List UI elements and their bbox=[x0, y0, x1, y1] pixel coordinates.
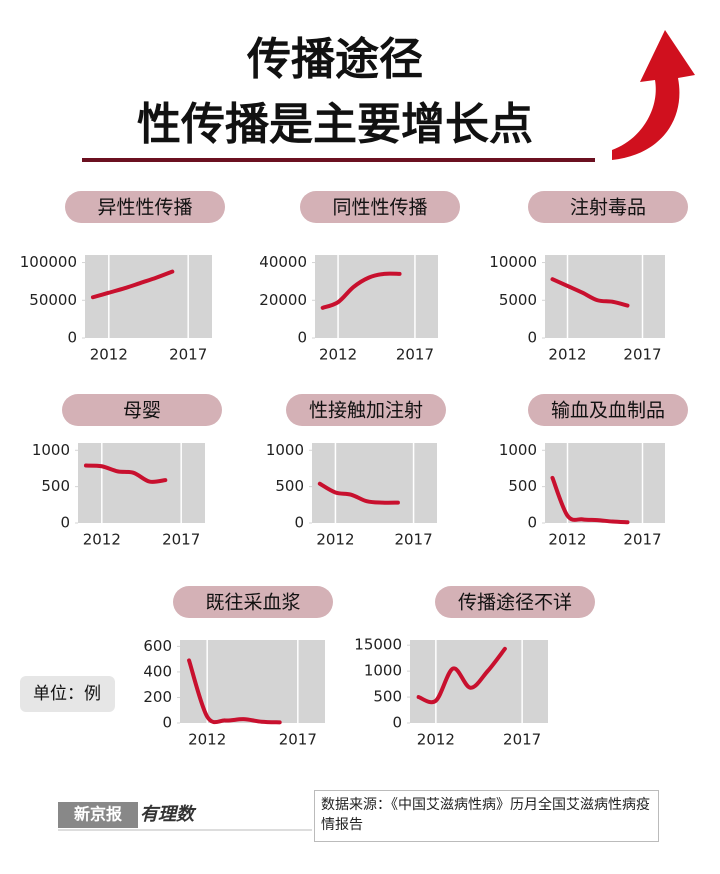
y-tick-label: 500 bbox=[41, 477, 70, 495]
data-line bbox=[550, 475, 630, 525]
x-tick-label: 2017 bbox=[623, 346, 661, 364]
plot-area bbox=[545, 255, 665, 338]
title-line2: 性传播是主要增长点 bbox=[137, 99, 533, 150]
y-tick-label: 600 bbox=[143, 637, 172, 655]
chart-title: 既往采血浆 bbox=[205, 592, 300, 614]
x-tick-label: 2017 bbox=[623, 531, 661, 549]
x-tick-label: 2012 bbox=[417, 731, 455, 749]
y-tick-label: 0 bbox=[294, 514, 304, 532]
chart-title: 同性性传播 bbox=[332, 197, 427, 219]
logo: 新京报 bbox=[74, 805, 122, 824]
y-tick-label: 200 bbox=[143, 688, 172, 706]
y-tick-label: 100000 bbox=[20, 253, 77, 271]
y-tick-label: 15000 bbox=[354, 636, 402, 654]
x-tick-label: 2012 bbox=[319, 346, 357, 364]
title-line1: 传播途径 bbox=[246, 34, 423, 85]
chart-title: 输血及血制品 bbox=[551, 400, 665, 422]
chart-title: 注射毒品 bbox=[570, 197, 646, 219]
plot-area bbox=[315, 255, 438, 338]
x-tick-label: 2017 bbox=[162, 531, 200, 549]
logo-sub: 有理数 bbox=[140, 804, 197, 825]
title-pill bbox=[173, 586, 333, 618]
x-tick-label: 2017 bbox=[169, 346, 207, 364]
y-tick-label: 500 bbox=[508, 477, 537, 495]
y-tick-label: 40000 bbox=[259, 253, 307, 271]
x-tick-label: 2012 bbox=[548, 531, 586, 549]
title-pill bbox=[65, 191, 225, 223]
source-note: 数据来源：《中国艾滋病性病》历月全国艾滋病性病疫情报告 bbox=[314, 790, 659, 842]
y-tick-label: 50000 bbox=[29, 291, 77, 309]
x-tick-label: 2017 bbox=[503, 731, 541, 749]
data-line bbox=[90, 269, 175, 300]
y-tick-label: 500 bbox=[373, 688, 402, 706]
y-tick-label: 0 bbox=[67, 329, 77, 347]
x-tick-label: 2012 bbox=[188, 731, 226, 749]
title-pill bbox=[528, 191, 688, 223]
y-tick-label: 0 bbox=[297, 329, 307, 347]
unit-label: 单位：例 bbox=[33, 684, 101, 704]
x-tick-label: 2012 bbox=[316, 531, 354, 549]
title-pill bbox=[435, 586, 595, 618]
logo-box bbox=[58, 802, 138, 828]
y-tick-label: 1000 bbox=[499, 441, 537, 459]
title-pill bbox=[286, 394, 446, 426]
y-tick-label: 0 bbox=[392, 714, 402, 732]
chart-title: 性接触加注射 bbox=[309, 400, 423, 422]
y-tick-label: 500 bbox=[275, 477, 304, 495]
x-tick-label: 2017 bbox=[396, 346, 434, 364]
x-tick-label: 2012 bbox=[83, 531, 121, 549]
y-tick-label: 1000 bbox=[266, 441, 304, 459]
title-pill bbox=[300, 191, 460, 223]
chart-title: 异性性传播 bbox=[97, 197, 192, 219]
y-tick-label: 0 bbox=[60, 514, 70, 532]
data-line bbox=[317, 481, 400, 505]
x-tick-label: 2012 bbox=[90, 346, 128, 364]
chart-title: 传播途径不详 bbox=[458, 592, 572, 614]
data-line bbox=[320, 271, 402, 310]
y-tick-label: 5000 bbox=[499, 291, 537, 309]
y-tick-label: 10000 bbox=[489, 253, 537, 271]
arrow-icon bbox=[612, 30, 695, 160]
plot-area bbox=[180, 640, 325, 723]
title-pill bbox=[528, 394, 688, 426]
x-tick-label: 2017 bbox=[394, 531, 432, 549]
chart-title: 母婴 bbox=[123, 400, 161, 422]
plot-area bbox=[85, 255, 212, 338]
data-line bbox=[416, 646, 507, 705]
y-tick-label: 1000 bbox=[364, 662, 402, 680]
data-line bbox=[550, 277, 630, 308]
x-tick-label: 2017 bbox=[279, 731, 317, 749]
unit-box bbox=[20, 676, 115, 712]
plot-area bbox=[78, 443, 205, 523]
y-tick-label: 1000 bbox=[32, 441, 70, 459]
y-tick-label: 400 bbox=[143, 662, 172, 680]
data-line bbox=[187, 658, 282, 725]
y-tick-label: 0 bbox=[162, 714, 172, 732]
title-pill bbox=[62, 394, 222, 426]
y-tick-label: 0 bbox=[527, 329, 537, 347]
data-line bbox=[83, 463, 168, 484]
x-tick-label: 2012 bbox=[548, 346, 586, 364]
y-tick-label: 20000 bbox=[259, 291, 307, 309]
plot-area bbox=[312, 443, 437, 523]
y-tick-label: 0 bbox=[527, 514, 537, 532]
